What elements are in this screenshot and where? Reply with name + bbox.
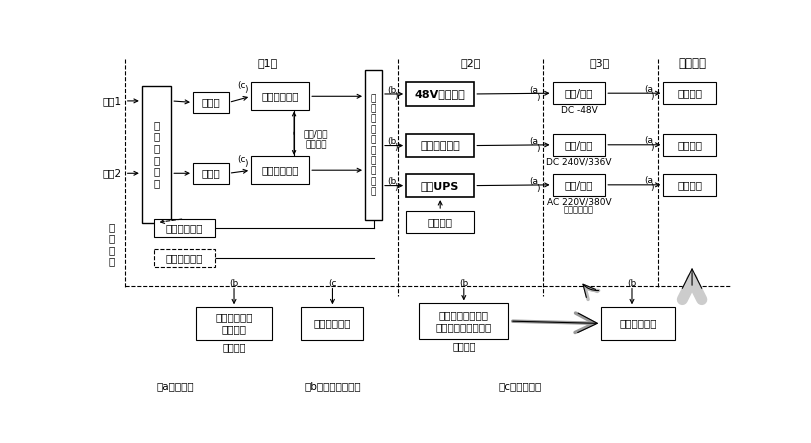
Text: (a: (a [529, 85, 538, 95]
Bar [551, 174, 604, 196]
Bar [551, 82, 604, 104]
Text: ): ) [394, 92, 397, 101]
Text: (b: (b [459, 279, 468, 288]
Bar [406, 211, 474, 233]
Text: ): ) [243, 85, 247, 94]
Bar [663, 82, 715, 104]
Text: 高压直流电源: 高压直流电源 [420, 140, 460, 151]
Bar [193, 92, 229, 113]
Text: 保证建筑负荷
消防负荷: 保证建筑负荷 消防负荷 [215, 313, 252, 334]
Bar [154, 249, 214, 267]
Text: (a: (a [643, 136, 652, 145]
Text: 总柜/头柜: 总柜/头柜 [564, 180, 592, 190]
Text: (b: (b [387, 85, 397, 95]
Text: （2）: （2） [460, 58, 480, 68]
Text: 后备发电机组: 后备发电机组 [165, 223, 203, 233]
Text: (c: (c [238, 81, 246, 90]
Text: ): ) [535, 93, 539, 101]
Text: 变压器: 变压器 [201, 97, 220, 108]
Text: ): ) [650, 144, 654, 152]
Bar [251, 82, 309, 110]
Text: ): ) [394, 183, 397, 192]
Text: 交流UPS: 交流UPS [420, 181, 459, 190]
Bar [154, 219, 214, 237]
Text: (a: (a [529, 177, 538, 186]
Text: 其他负荷: 其他负荷 [222, 342, 246, 352]
Text: AC 220V/380V: AC 220V/380V [546, 197, 611, 206]
Text: ): ) [243, 159, 247, 168]
Text: DC 240V/336V: DC 240V/336V [546, 157, 611, 166]
Text: 市电1: 市电1 [102, 96, 121, 106]
Bar [601, 307, 674, 340]
Text: DC -48V: DC -48V [560, 105, 597, 115]
Text: 通信负荷: 通信负荷 [678, 57, 706, 70]
Text: (c: (c [238, 155, 246, 164]
Bar [195, 307, 272, 340]
Text: 蓄电池组: 蓄电池组 [427, 217, 452, 227]
Text: 48V开关电源: 48V开关电源 [414, 89, 465, 99]
Text: (c: (c [328, 279, 337, 288]
Bar [365, 70, 382, 220]
Text: （a）不间断: （a）不间断 [157, 381, 194, 391]
Text: ): ) [535, 144, 539, 153]
Text: 通信设备: 通信设备 [676, 180, 702, 190]
Bar [406, 174, 474, 197]
Text: 变压器: 变压器 [201, 168, 220, 178]
Bar [663, 134, 715, 155]
Text: （1）: （1） [258, 58, 278, 68]
Text: (b: (b [230, 279, 238, 288]
Bar [418, 303, 508, 339]
Text: ): ) [650, 183, 654, 192]
Bar [663, 174, 715, 196]
Text: （b）可短时间中断: （b）可短时间中断 [304, 381, 360, 391]
Text: (b: (b [387, 137, 397, 146]
Text: ): ) [535, 184, 539, 193]
Text: 楼
层
（
二
层
）
配
电
设
备: 楼 层 （ 二 层 ） 配 电 设 备 [371, 94, 375, 197]
Text: 机房空调设备: 机房空调设备 [619, 319, 656, 328]
Bar [251, 156, 309, 184]
Text: 市电/油机
转换开关: 市电/油机 转换开关 [303, 130, 328, 149]
Text: 中央空调设备（主
机、冷却塔、水泵）: 中央空调设备（主 机、冷却塔、水泵） [436, 310, 491, 332]
Text: ): ) [650, 92, 654, 101]
Text: 公
用
电
网: 公 用 电 网 [109, 222, 114, 267]
Text: 高
压
配
电
设
备: 高 压 配 电 设 备 [153, 120, 160, 188]
Text: (b: (b [387, 177, 397, 186]
Bar [193, 163, 229, 184]
Text: 一般建筑负荷: 一般建筑负荷 [313, 319, 351, 328]
Text: 空调系统: 空调系统 [452, 342, 475, 352]
Text: (b: (b [627, 279, 636, 288]
Text: 移动发电机组: 移动发电机组 [165, 253, 203, 263]
Bar [142, 85, 171, 222]
Text: （3）: （3） [589, 58, 609, 68]
Text: 总柜/头柜: 总柜/头柜 [564, 140, 592, 150]
Text: (a: (a [643, 85, 652, 94]
Text: （c）允许中断: （c）允许中断 [498, 381, 541, 391]
Bar [301, 307, 363, 340]
Text: 低压配电设备: 低压配电设备 [261, 165, 298, 175]
Text: 低压配电设备: 低压配电设备 [261, 91, 298, 101]
Text: ): ) [394, 144, 397, 152]
Text: 通信设备: 通信设备 [676, 140, 702, 150]
Text: 市电2: 市电2 [102, 168, 121, 178]
Bar [406, 134, 474, 157]
Bar [551, 134, 604, 155]
Text: 通信设备: 通信设备 [676, 88, 702, 98]
Text: 总柜/头柜: 总柜/头柜 [564, 88, 592, 98]
Text: (a: (a [529, 137, 538, 146]
Text: 设备电源模块: 设备电源模块 [563, 205, 593, 214]
Text: (a: (a [643, 176, 652, 186]
Bar [406, 82, 474, 105]
